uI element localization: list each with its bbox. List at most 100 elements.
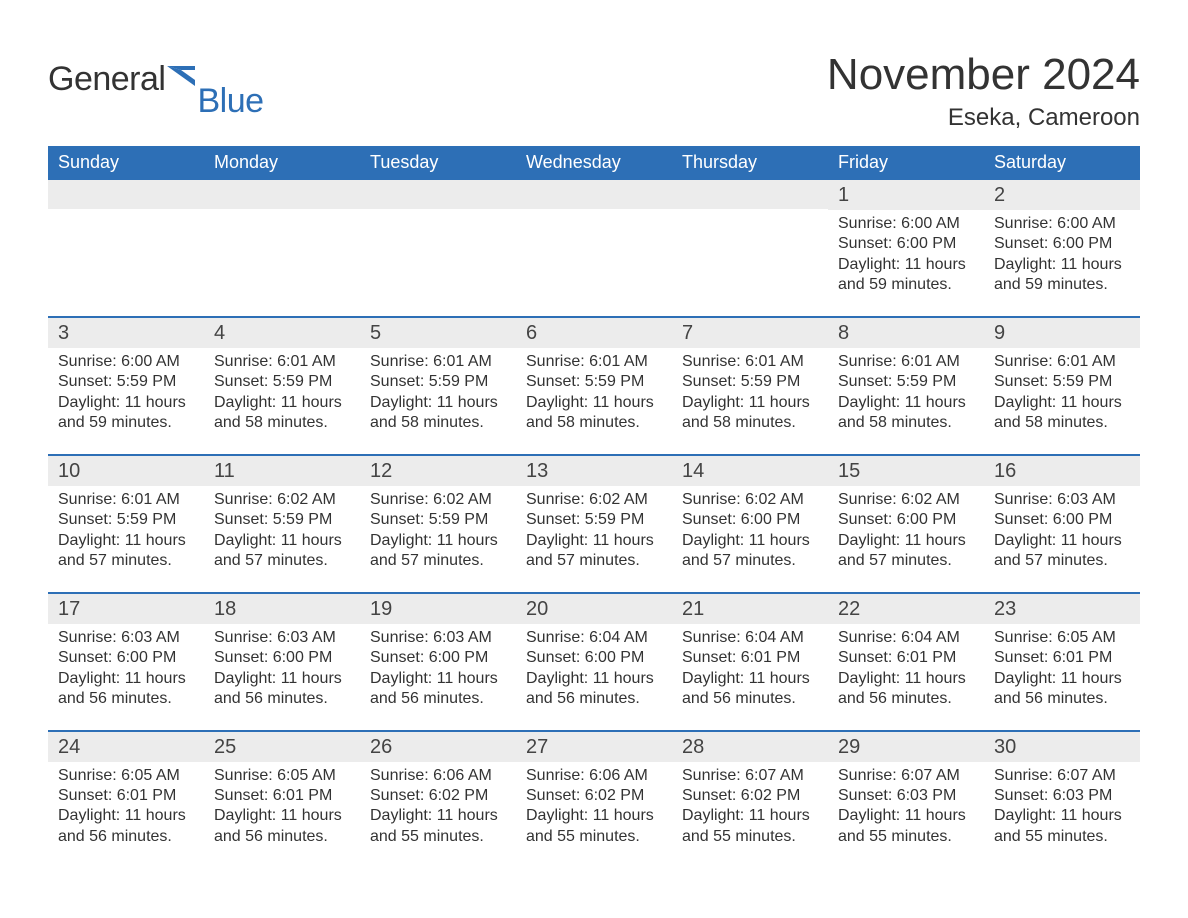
calendar-week: 10Sunrise: 6:01 AMSunset: 5:59 PMDayligh… (48, 454, 1140, 592)
calendar-day: 4Sunrise: 6:01 AMSunset: 5:59 PMDaylight… (204, 318, 360, 454)
calendar-day: 19Sunrise: 6:03 AMSunset: 6:00 PMDayligh… (360, 594, 516, 730)
day-number: 13 (526, 460, 548, 482)
day-number-row: 12 (360, 456, 516, 486)
sunrise-text: Sunrise: 6:05 AM (58, 766, 196, 786)
day-number: 7 (682, 322, 693, 344)
calendar-grid: Sunday Monday Tuesday Wednesday Thursday… (48, 146, 1140, 867)
day-number-row: 22 (828, 594, 984, 624)
sunrise-text: Sunrise: 6:01 AM (682, 352, 820, 372)
sunset-text: Sunset: 6:00 PM (58, 648, 196, 668)
sunset-text: Sunset: 6:00 PM (838, 510, 976, 530)
day-content: Sunrise: 6:01 AMSunset: 5:59 PMDaylight:… (994, 350, 1132, 434)
daylight-text: Daylight: 11 hours and 55 minutes. (370, 806, 508, 847)
day-number: 16 (994, 460, 1016, 482)
weekday-header: Thursday (672, 146, 828, 180)
day-content: Sunrise: 6:01 AMSunset: 5:59 PMDaylight:… (838, 350, 976, 434)
calendar-day: 28Sunrise: 6:07 AMSunset: 6:02 PMDayligh… (672, 732, 828, 868)
sunset-text: Sunset: 5:59 PM (838, 372, 976, 392)
day-number-row: 1 (828, 180, 984, 210)
sunrise-text: Sunrise: 6:03 AM (370, 628, 508, 648)
sunset-text: Sunset: 6:03 PM (838, 786, 976, 806)
daylight-text: Daylight: 11 hours and 57 minutes. (526, 531, 664, 572)
day-number: 1 (838, 184, 849, 206)
calendar-day: 24Sunrise: 6:05 AMSunset: 6:01 PMDayligh… (48, 732, 204, 868)
calendar-day: 2 Sunrise: 6:00 AMSunset: 6:00 PMDaylight… (984, 180, 1140, 316)
day-number: 20 (526, 598, 548, 620)
sunset-text: Sunset: 5:59 PM (58, 510, 196, 530)
sunrise-text: Sunrise: 6:02 AM (838, 490, 976, 510)
weekday-header-row: Sunday Monday Tuesday Wednesday Thursday… (48, 146, 1140, 180)
calendar-day: 17Sunrise: 6:03 AMSunset: 6:00 PMDayligh… (48, 594, 204, 730)
sunrise-text: Sunrise: 6:04 AM (838, 628, 976, 648)
sunset-text: Sunset: 6:00 PM (370, 648, 508, 668)
day-content: Sunrise: 6:05 AMSunset: 6:01 PMDaylight:… (214, 764, 352, 848)
sunrise-text: Sunrise: 6:04 AM (682, 628, 820, 648)
calendar-day: 26Sunrise: 6:06 AMSunset: 6:02 PMDayligh… (360, 732, 516, 868)
daylight-text: Daylight: 11 hours and 59 minutes. (58, 393, 196, 434)
calendar-day (672, 180, 828, 316)
day-number-row: 5 (360, 318, 516, 348)
sunset-text: Sunset: 6:02 PM (526, 786, 664, 806)
day-content: Sunrise: 6:00 AMSunset: 6:00 PMDaylight:… (994, 212, 1132, 296)
day-number-row (48, 180, 204, 209)
daylight-text: Daylight: 11 hours and 56 minutes. (214, 669, 352, 710)
sunrise-text: Sunrise: 6:02 AM (214, 490, 352, 510)
day-number: 2 (994, 184, 1005, 206)
day-number-row: 27 (516, 732, 672, 762)
calendar-day: 15Sunrise: 6:02 AMSunset: 6:00 PMDayligh… (828, 456, 984, 592)
calendar-day: 16 Sunrise: 6:03 AMSunset: 6:00 PMDayligh… (984, 456, 1140, 592)
day-number-row: 30 (984, 732, 1140, 762)
sunset-text: Sunset: 6:00 PM (214, 648, 352, 668)
daylight-text: Daylight: 11 hours and 56 minutes. (994, 669, 1132, 710)
daylight-text: Daylight: 11 hours and 55 minutes. (682, 806, 820, 847)
day-number: 25 (214, 736, 236, 758)
title-block: November 2024 Eseka, Cameroon (827, 50, 1140, 132)
day-content: Sunrise: 6:03 AMSunset: 6:00 PMDaylight:… (994, 488, 1132, 572)
day-number-row: 19 (360, 594, 516, 624)
day-content: Sunrise: 6:02 AMSunset: 5:59 PMDaylight:… (370, 488, 508, 572)
logo-text-blue: Blue (197, 82, 263, 121)
daylight-text: Daylight: 11 hours and 59 minutes. (994, 255, 1132, 296)
day-number-row: 2 (984, 180, 1140, 210)
weekday-header: Wednesday (516, 146, 672, 180)
flag-icon (167, 66, 195, 95)
daylight-text: Daylight: 11 hours and 58 minutes. (838, 393, 976, 434)
day-number: 9 (994, 322, 1005, 344)
day-content: Sunrise: 6:01 AMSunset: 5:59 PMDaylight:… (58, 488, 196, 572)
day-number: 18 (214, 598, 236, 620)
calendar-day: 8Sunrise: 6:01 AMSunset: 5:59 PMDaylight… (828, 318, 984, 454)
day-content: Sunrise: 6:00 AMSunset: 6:00 PMDaylight:… (838, 212, 976, 296)
weekday-header: Tuesday (360, 146, 516, 180)
weekday-header: Saturday (984, 146, 1140, 180)
day-number: 3 (58, 322, 69, 344)
calendar-week: 1 Sunrise: 6:00 AMSunset: 6:00 PMDaylight… (48, 180, 1140, 316)
day-number: 30 (994, 736, 1016, 758)
calendar-day: 12Sunrise: 6:02 AMSunset: 5:59 PMDayligh… (360, 456, 516, 592)
calendar-day: 23Sunrise: 6:05 AMSunset: 6:01 PMDayligh… (984, 594, 1140, 730)
sunset-text: Sunset: 5:59 PM (994, 372, 1132, 392)
calendar-day: 20Sunrise: 6:04 AMSunset: 6:00 PMDayligh… (516, 594, 672, 730)
sunrise-text: Sunrise: 6:01 AM (370, 352, 508, 372)
day-content: Sunrise: 6:05 AMSunset: 6:01 PMDaylight:… (58, 764, 196, 848)
day-content: Sunrise: 6:02 AMSunset: 5:59 PMDaylight:… (526, 488, 664, 572)
day-content: Sunrise: 6:07 AMSunset: 6:03 PMDaylight:… (994, 764, 1132, 848)
day-content: Sunrise: 6:01 AMSunset: 5:59 PMDaylight:… (214, 350, 352, 434)
calendar-day: 6Sunrise: 6:01 AMSunset: 5:59 PMDaylight… (516, 318, 672, 454)
daylight-text: Daylight: 11 hours and 58 minutes. (214, 393, 352, 434)
sunset-text: Sunset: 6:00 PM (994, 510, 1132, 530)
day-number-row: 18 (204, 594, 360, 624)
header: General Blue November 2024 Eseka, Camero… (48, 50, 1140, 132)
calendar-day: 7Sunrise: 6:01 AMSunset: 5:59 PMDaylight… (672, 318, 828, 454)
day-number-row (204, 180, 360, 209)
sunset-text: Sunset: 6:00 PM (682, 510, 820, 530)
logo-text-general: General (48, 60, 165, 99)
calendar-day: 29Sunrise: 6:07 AMSunset: 6:03 PMDayligh… (828, 732, 984, 868)
calendar-day: 27Sunrise: 6:06 AMSunset: 6:02 PMDayligh… (516, 732, 672, 868)
sunset-text: Sunset: 5:59 PM (682, 372, 820, 392)
day-number: 15 (838, 460, 860, 482)
sunset-text: Sunset: 5:59 PM (214, 510, 352, 530)
day-number-row: 21 (672, 594, 828, 624)
day-content: Sunrise: 6:02 AMSunset: 5:59 PMDaylight:… (214, 488, 352, 572)
daylight-text: Daylight: 11 hours and 57 minutes. (682, 531, 820, 572)
sunrise-text: Sunrise: 6:07 AM (682, 766, 820, 786)
